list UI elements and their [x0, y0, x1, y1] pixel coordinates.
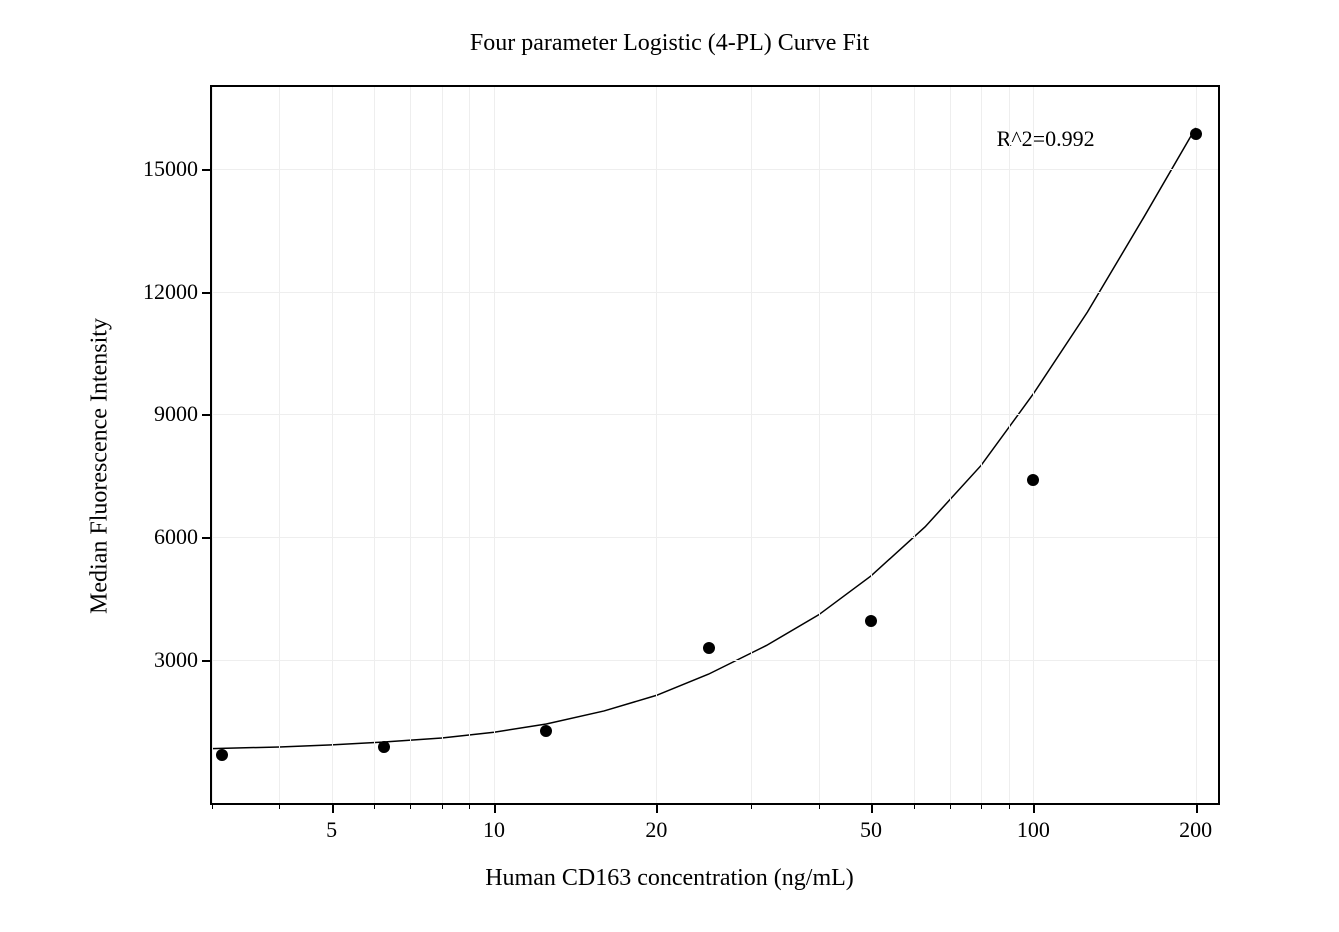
- y-tick: [202, 292, 212, 294]
- y-tick: [202, 537, 212, 539]
- x-tick-label: 10: [483, 817, 505, 843]
- x-axis-label: Human CD163 concentration (ng/mL): [485, 865, 854, 892]
- grid-line-v: [1033, 87, 1034, 803]
- grid-line-v: [494, 87, 495, 803]
- grid-line-v-minor: [469, 87, 470, 803]
- y-tick: [202, 660, 212, 662]
- x-tick-label: 50: [860, 817, 882, 843]
- grid-line-h: [212, 169, 1218, 170]
- x-tick-minor: [374, 803, 375, 809]
- y-tick-label: 12000: [143, 279, 198, 305]
- data-point: [1027, 474, 1039, 486]
- x-tick: [871, 803, 873, 813]
- grid-line-v: [332, 87, 333, 803]
- grid-line-h: [212, 660, 1218, 661]
- x-tick: [1196, 803, 1198, 813]
- grid-line-v-minor: [981, 87, 982, 803]
- y-tick-label: 3000: [154, 647, 198, 673]
- fit-curve-path: [212, 128, 1196, 749]
- x-tick-label: 5: [326, 817, 337, 843]
- r-squared-annotation: R^2=0.992: [997, 126, 1095, 152]
- x-tick-minor: [469, 803, 470, 809]
- grid-line-v: [1196, 87, 1197, 803]
- x-tick-label: 100: [1017, 817, 1050, 843]
- data-point: [540, 725, 552, 737]
- grid-line-v-minor: [374, 87, 375, 803]
- data-point: [865, 615, 877, 627]
- grid-line-v-minor: [212, 87, 213, 803]
- grid-line-v-minor: [410, 87, 411, 803]
- grid-line-v-minor: [819, 87, 820, 803]
- grid-line-h: [212, 414, 1218, 415]
- y-tick-label: 6000: [154, 524, 198, 550]
- data-point: [1190, 128, 1202, 140]
- x-tick-label: 20: [645, 817, 667, 843]
- chart-container: Four parameter Logistic (4-PL) Curve Fit…: [0, 0, 1339, 932]
- x-tick-minor: [212, 803, 213, 809]
- x-tick-minor: [442, 803, 443, 809]
- x-tick-minor: [751, 803, 752, 809]
- x-tick-minor: [950, 803, 951, 809]
- x-tick-minor: [914, 803, 915, 809]
- x-tick-label: 200: [1179, 817, 1212, 843]
- x-tick-minor: [981, 803, 982, 809]
- y-tick: [202, 169, 212, 171]
- data-point: [216, 749, 228, 761]
- plot-area: R^2=0.992 300060009000120001500051020501…: [210, 85, 1220, 805]
- grid-line-h: [212, 292, 1218, 293]
- grid-line-v-minor: [442, 87, 443, 803]
- x-tick-minor: [1009, 803, 1010, 809]
- x-tick: [494, 803, 496, 813]
- y-tick: [202, 414, 212, 416]
- chart-title: Four parameter Logistic (4-PL) Curve Fit: [0, 30, 1339, 57]
- grid-line-v-minor: [914, 87, 915, 803]
- x-tick-minor: [410, 803, 411, 809]
- y-tick-label: 9000: [154, 401, 198, 427]
- data-point: [703, 642, 715, 654]
- grid-line-h: [212, 537, 1218, 538]
- y-tick-label: 15000: [143, 156, 198, 182]
- x-tick: [1033, 803, 1035, 813]
- grid-line-v-minor: [1009, 87, 1010, 803]
- data-point: [378, 741, 390, 753]
- grid-line-v: [656, 87, 657, 803]
- x-tick-minor: [279, 803, 280, 809]
- grid-line-v: [871, 87, 872, 803]
- y-axis-label: Median Fluorescence Intensity: [87, 318, 114, 614]
- grid-line-v-minor: [950, 87, 951, 803]
- x-tick-minor: [819, 803, 820, 809]
- x-tick: [332, 803, 334, 813]
- x-tick: [656, 803, 658, 813]
- grid-line-v-minor: [751, 87, 752, 803]
- fit-curve: [212, 87, 1218, 803]
- grid-line-v-minor: [279, 87, 280, 803]
